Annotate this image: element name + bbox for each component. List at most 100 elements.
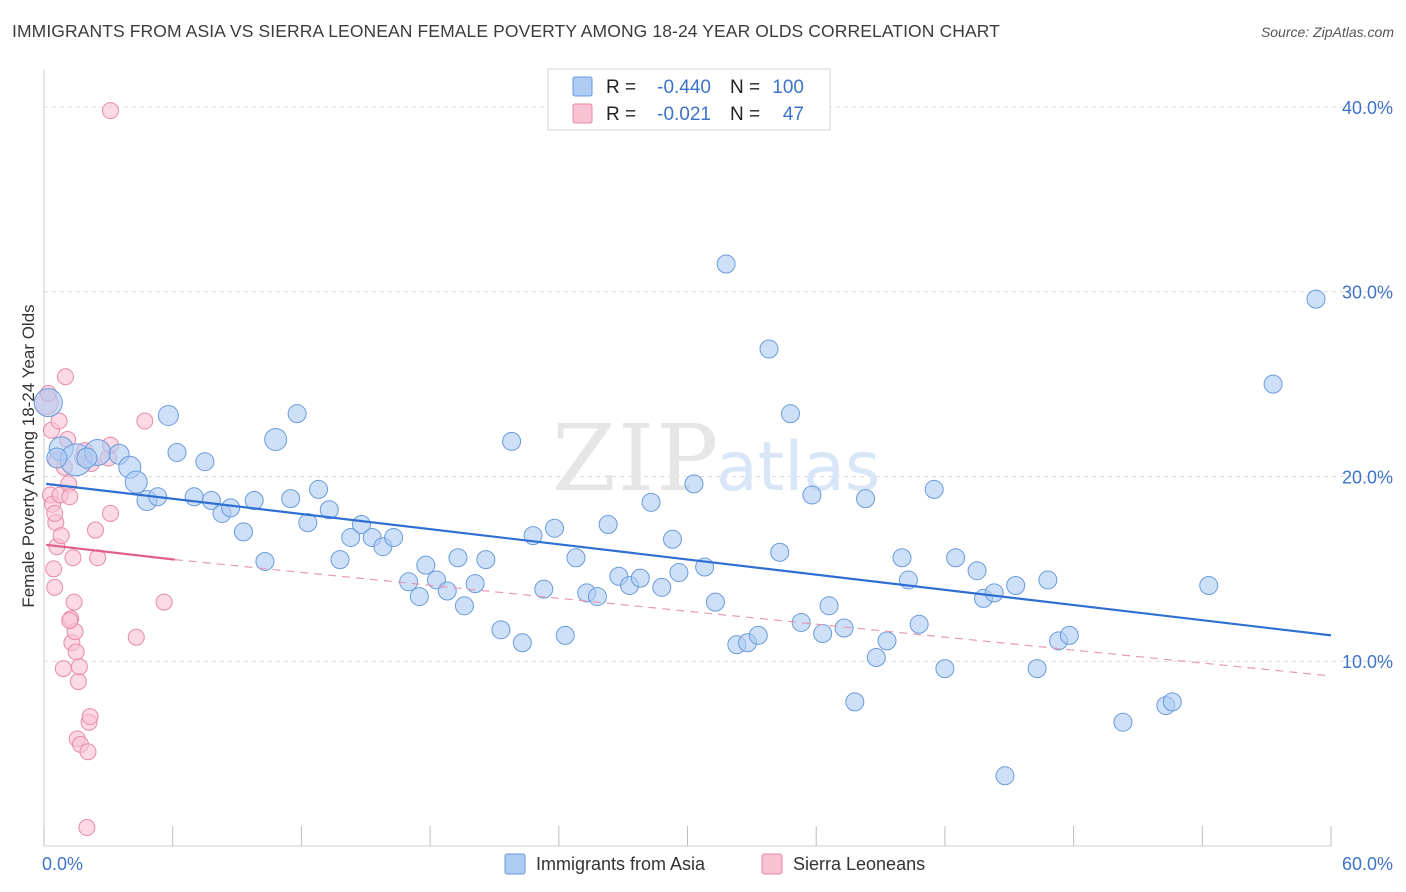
data-point	[476, 550, 496, 570]
data-point	[399, 572, 419, 592]
data-point	[967, 561, 987, 581]
data-point	[748, 625, 768, 645]
data-point	[512, 633, 532, 653]
data-point	[491, 620, 511, 640]
data-point	[195, 452, 215, 472]
data-point	[1306, 289, 1326, 309]
data-point	[281, 489, 301, 509]
data-point	[33, 388, 63, 418]
data-point	[264, 428, 288, 452]
data-point	[136, 412, 154, 430]
legend-n-label-sierra-leoneans: N =	[730, 104, 760, 125]
data-point	[935, 659, 955, 679]
data-point	[802, 485, 822, 505]
data-point	[1162, 692, 1182, 712]
data-point	[856, 489, 876, 509]
watermark: ZIP atlas	[552, 405, 880, 512]
data-point	[545, 518, 565, 538]
data-point	[330, 550, 350, 570]
legend-r-label-sierra-leoneans: R =	[606, 104, 636, 125]
series-legend-swatch-sierra-leoneans	[761, 853, 783, 875]
data-point	[759, 339, 779, 359]
data-point	[669, 563, 689, 583]
data-point	[641, 492, 661, 512]
data-point	[54, 660, 72, 678]
data-point	[630, 568, 650, 588]
data-point	[924, 479, 944, 499]
data-point	[86, 521, 104, 539]
chart-title: IMMIGRANTS FROM ASIA VS SIERRA LEONEAN F…	[12, 21, 1000, 41]
data-point	[995, 766, 1015, 786]
series-legend-label-sierra-leoneans: Sierra Leoneans	[793, 854, 925, 874]
watermark-zip: ZIP	[552, 405, 720, 512]
series-legend-label-asia: Immigrants from Asia	[536, 854, 706, 874]
data-point	[892, 548, 912, 568]
trend-lines	[46, 482, 1332, 677]
data-point	[705, 592, 725, 612]
data-point	[465, 574, 485, 594]
data-point	[61, 488, 79, 506]
data-point	[50, 412, 68, 430]
data-point	[127, 628, 145, 646]
data-point	[79, 743, 97, 761]
legend-n-value-asia: 100	[772, 77, 804, 98]
data-point	[416, 555, 436, 575]
data-point	[566, 548, 586, 568]
data-point	[101, 102, 119, 120]
data-point	[233, 522, 253, 542]
data-point	[780, 404, 800, 424]
data-point	[834, 618, 854, 638]
data-point	[819, 596, 839, 616]
data-point	[1199, 575, 1219, 595]
data-point	[167, 442, 187, 462]
data-point	[76, 447, 98, 469]
watermark-atlas: atlas	[716, 428, 880, 507]
data-point	[1113, 712, 1133, 732]
data-point	[64, 549, 82, 567]
data-point	[341, 527, 361, 547]
data-point	[946, 548, 966, 568]
x-ticks	[43, 826, 1332, 846]
data-point	[587, 587, 607, 607]
data-point	[652, 577, 672, 597]
data-point	[157, 405, 179, 427]
y-tick-label: 30.0%	[1342, 283, 1393, 303]
data-point	[1006, 575, 1026, 595]
data-point	[534, 579, 554, 599]
data-point	[155, 593, 173, 611]
y-tick-label: 20.0%	[1342, 467, 1393, 487]
data-point	[81, 708, 99, 726]
data-point	[65, 593, 83, 611]
data-point	[716, 254, 736, 274]
data-point	[309, 479, 329, 499]
legend-n-value-sierra-leoneans: 47	[783, 104, 804, 125]
data-point	[684, 474, 704, 494]
legend-r-value-asia: -0.440	[657, 77, 711, 98]
data-point	[791, 612, 811, 632]
legend-swatch-asia	[572, 76, 593, 97]
data-point	[56, 368, 74, 386]
data-point	[61, 612, 79, 630]
data-point	[319, 500, 339, 520]
data-point	[69, 673, 87, 691]
data-point	[1059, 625, 1079, 645]
source-credit: Source: ZipAtlas.com	[1260, 24, 1394, 40]
series-legend-swatch-asia	[504, 853, 526, 875]
data-point	[384, 527, 404, 547]
data-point	[46, 504, 64, 522]
series-legend: Immigrants from Asia Sierra Leoneans	[504, 853, 925, 875]
data-point	[845, 692, 865, 712]
data-point	[866, 648, 886, 668]
y-tick-label: 10.0%	[1342, 652, 1393, 672]
data-point	[221, 498, 241, 518]
data-point	[1038, 570, 1058, 590]
data-point	[124, 470, 148, 494]
legend-r-value-sierra-leoneans: -0.021	[657, 104, 711, 125]
data-point	[448, 548, 468, 568]
data-point	[201, 490, 221, 510]
data-point	[78, 819, 96, 837]
data-point	[437, 581, 457, 601]
legend-n-label-asia: N =	[730, 77, 760, 98]
correlation-legend: R = -0.440 N = 100 R = -0.021 N = 47	[547, 68, 831, 131]
